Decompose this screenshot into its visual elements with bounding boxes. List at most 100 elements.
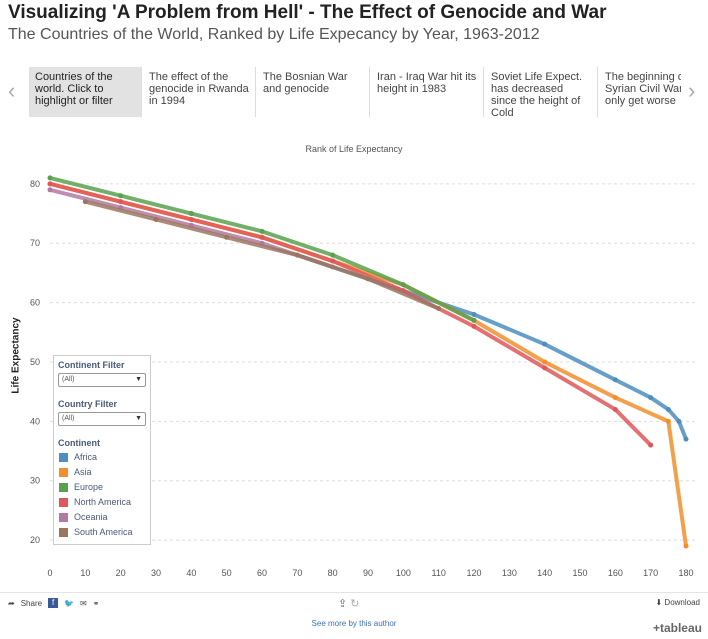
x-tick-label: 140 (537, 568, 552, 578)
x-tick-label: 40 (186, 568, 196, 578)
y-tick-label: 80 (30, 179, 40, 189)
revert-icon[interactable]: ↻ (350, 598, 360, 610)
series-line-north-america (49, 181, 653, 447)
story-point-6[interactable]: The beginning of Syrian Civil War only g… (599, 67, 681, 117)
data-point (330, 258, 336, 264)
share-icon[interactable]: ➦ (8, 598, 15, 608)
legend-swatch (59, 482, 68, 492)
x-tick-label: 120 (466, 568, 481, 578)
x-tick-label: 50 (222, 568, 232, 578)
data-point (330, 252, 336, 258)
x-tick-label: 110 (431, 568, 445, 578)
data-point (400, 282, 406, 288)
y-axis-label: Life Expectancy (10, 317, 22, 394)
legend-item-oceania[interactable]: Oceania (59, 511, 150, 523)
data-point (676, 418, 682, 424)
email-icon[interactable]: ✉ (80, 598, 87, 608)
facebook-icon[interactable]: f (48, 598, 59, 608)
data-point (471, 323, 477, 329)
data-point (259, 228, 265, 234)
data-point (188, 211, 194, 217)
x-tick-label: 60 (257, 568, 267, 578)
x-tick-label: 160 (608, 568, 623, 578)
legend-title: Continent (58, 438, 100, 448)
legend-item-africa[interactable]: Africa (59, 451, 150, 463)
legend-item-europe[interactable]: Europe (59, 481, 150, 493)
x-tick-label: 0 (47, 568, 52, 578)
data-point (259, 234, 265, 240)
page-title: Visualizing 'A Problem from Hell' - The … (8, 2, 607, 23)
data-point (665, 418, 671, 424)
legend-label: South America (74, 527, 133, 537)
see-more-link[interactable]: See more by this author (311, 619, 397, 628)
legend-swatch (59, 512, 68, 522)
data-point (365, 276, 371, 282)
continent-filter-dropdown[interactable]: (All) ▼ (58, 373, 146, 387)
toolbar-icons: ⇪ ↻ (338, 597, 360, 610)
x-tick-label: 70 (292, 568, 302, 578)
legend-label: Oceania (74, 512, 108, 522)
data-point (542, 341, 548, 347)
data-point (153, 216, 159, 222)
data-point (471, 311, 477, 317)
data-point (683, 436, 689, 442)
story-point-1[interactable]: Countries of the world. Click to highlig… (29, 67, 142, 117)
share-group: ➦ Share f 🐦 ✉ ⚭ (8, 598, 99, 608)
data-point (47, 187, 53, 193)
x-tick-label: 80 (328, 568, 338, 578)
share-label[interactable]: Share (20, 598, 43, 608)
download-icon: ⬇ (655, 598, 665, 607)
chevron-down-icon: ▼ (135, 415, 142, 422)
data-point (224, 234, 230, 240)
country-filter-dropdown[interactable]: (All) ▼ (58, 412, 146, 426)
y-tick-label: 30 (30, 476, 40, 486)
link-icon[interactable]: ⚭ (92, 598, 100, 608)
twitter-icon[interactable]: 🐦 (64, 598, 75, 608)
story-point-3[interactable]: The Bosnian War and genocide (257, 67, 370, 117)
next-story-arrow-icon[interactable]: › (688, 78, 696, 103)
data-point (436, 306, 442, 312)
legend-item-asia[interactable]: Asia (59, 466, 150, 478)
previous-story-arrow-icon[interactable]: ‹ (8, 78, 16, 103)
data-point (648, 442, 654, 448)
x-tick-label: 30 (151, 568, 161, 578)
data-point (542, 365, 548, 371)
chart-plot: 20 30 40 50 60 70 80 0 10 20 30 40 50 60 70 80 90 100 110 1… (30, 175, 696, 578)
legend-swatch (59, 527, 68, 537)
export-icon[interactable]: ⇪ (338, 598, 348, 610)
legend-label: Africa (74, 452, 98, 462)
tableau-logo[interactable]: +tableau (652, 621, 702, 635)
data-point (188, 216, 194, 222)
story-point-5[interactable]: Soviet Life Expect. has decreased since … (485, 67, 598, 117)
data-point (648, 395, 654, 401)
story-point-4[interactable]: Iran - Iraq War hit its height in 1983 (371, 67, 484, 117)
continent-filter-label: Continent Filter (58, 360, 125, 370)
x-tick-label: 170 (643, 568, 658, 578)
x-tick-label: 90 (363, 568, 373, 578)
x-tick-label: 180 (678, 568, 693, 578)
data-point (612, 395, 618, 401)
story-point-2[interactable]: The effect of the genocide in Rwanda in … (143, 67, 256, 117)
x-tick-label: 20 (116, 568, 126, 578)
legend: Africa Asia Europe North America Oceania Sout… (54, 451, 150, 538)
filter-panel: Continent Filter (All) ▼ Country Filter … (53, 355, 151, 545)
legend-label: North America (74, 497, 132, 507)
page-subtitle: The Countries of the World, Ranked by Li… (8, 26, 540, 43)
x-tick-label: 130 (502, 568, 517, 578)
data-point (82, 199, 88, 205)
legend-label: Europe (74, 482, 104, 492)
data-point (47, 181, 53, 187)
chevron-down-icon: ▼ (135, 376, 142, 383)
data-point (683, 543, 689, 549)
download-button[interactable]: ⬇ Download (655, 598, 700, 607)
country-filter-value: (All) (62, 415, 75, 422)
story-points: Countries of the world. Click to highlig… (29, 67, 681, 117)
legend-item-south-america[interactable]: South America (59, 526, 150, 538)
legend-swatch (59, 467, 68, 477)
series-line-africa (296, 253, 688, 440)
y-tick-label: 60 (30, 298, 40, 308)
data-point (665, 406, 671, 412)
y-tick-label: 20 (30, 535, 40, 545)
legend-item-north-america[interactable]: North America (59, 496, 150, 508)
data-point (294, 252, 300, 258)
